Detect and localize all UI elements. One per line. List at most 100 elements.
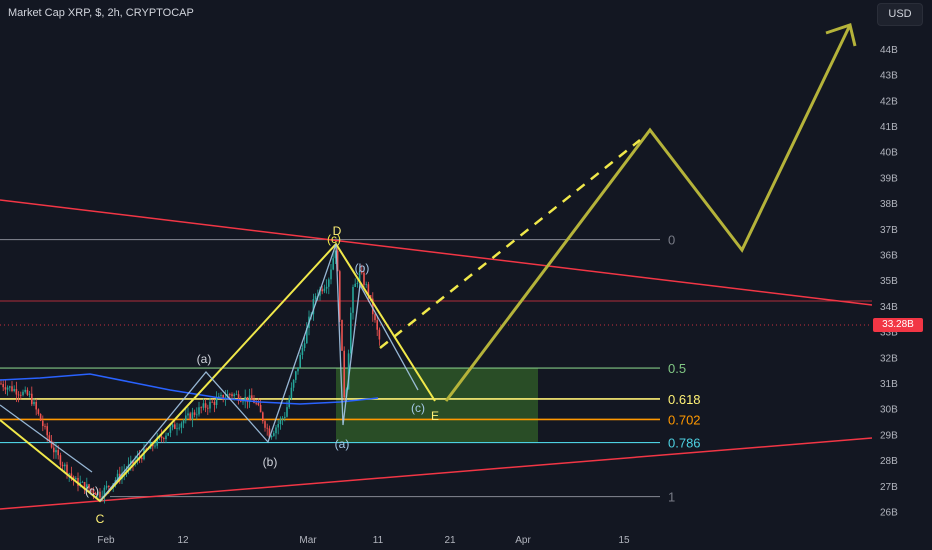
candle-body	[53, 447, 55, 453]
candle-body	[75, 478, 77, 480]
candle-body	[303, 343, 306, 348]
candle-body	[50, 440, 53, 448]
candle-body	[154, 445, 156, 447]
time-axis-tick: 11	[373, 535, 384, 546]
candle-body	[209, 401, 211, 409]
candle-body	[57, 450, 59, 456]
candle-body	[70, 473, 73, 477]
price-axis-tick: 27B	[880, 482, 898, 493]
candle-body	[167, 432, 169, 436]
candle-body	[46, 426, 48, 436]
candle-body	[24, 389, 26, 392]
price-axis[interactable]: 26B 27B 28B 29B 30B 31B 32B 33B 34B 35B 36B 37B 38B 3…	[872, 0, 932, 550]
price-axis-tick: 39B	[880, 173, 898, 184]
candle-body	[325, 286, 328, 289]
ascending-trendline	[0, 437, 873, 510]
candle-body	[266, 427, 268, 429]
candle-body	[350, 312, 352, 354]
price-axis-tick: 33B	[880, 328, 898, 339]
candle-body	[4, 387, 7, 390]
candle-body	[367, 284, 370, 296]
candle-body	[264, 421, 266, 428]
candle-body	[59, 455, 62, 465]
wave-label: (c)	[411, 401, 425, 415]
candle-body	[306, 328, 308, 344]
candle-body	[279, 419, 282, 425]
candle-body	[347, 353, 350, 390]
candle-body	[242, 401, 244, 403]
fib-label: 0.702	[668, 412, 701, 427]
time-axis-tick: 15	[618, 535, 630, 546]
candle-body	[90, 488, 92, 490]
candle-body	[145, 448, 147, 450]
candle-body	[343, 350, 345, 398]
candle-body	[83, 481, 86, 490]
fib-label: 0.618	[668, 392, 701, 407]
price-axis-tick: 42B	[880, 96, 898, 107]
candle-body	[20, 394, 22, 396]
candle-body	[301, 347, 304, 355]
candle-body	[105, 485, 108, 488]
pattern-point-label: C	[96, 512, 105, 526]
candle-body	[200, 407, 202, 409]
price-axis-tick: 41B	[880, 122, 898, 133]
candle-body	[125, 469, 128, 472]
candle-body	[48, 435, 51, 441]
candle-body	[180, 423, 183, 428]
candle-body	[215, 398, 218, 406]
candle-body	[363, 272, 365, 285]
candle-body	[246, 396, 249, 403]
candle-body	[13, 389, 15, 392]
currency-button[interactable]: USD	[877, 3, 923, 26]
wave-label: (c)	[85, 484, 99, 498]
candle-body	[339, 271, 341, 320]
fib-label: 0.786	[668, 436, 701, 451]
candle-body	[292, 379, 295, 388]
candle-body	[286, 407, 288, 417]
candle-body	[2, 384, 4, 388]
candle-body	[97, 491, 99, 496]
candle-body	[28, 393, 31, 395]
time-axis[interactable]: Feb 12 Mar 11 21 Apr 15	[0, 528, 872, 550]
candle-body	[352, 286, 354, 313]
candle-body	[321, 289, 323, 292]
candle-body	[68, 473, 70, 475]
price-axis-tick: 43B	[880, 71, 898, 82]
candle-body	[259, 405, 262, 413]
candle-body	[103, 487, 106, 497]
candle-body	[211, 401, 213, 403]
price-axis-tick: 37B	[880, 225, 898, 236]
candle-body	[257, 402, 260, 406]
candle-body	[341, 319, 343, 351]
candle-body	[284, 416, 286, 418]
time-axis-tick: 21	[444, 535, 456, 546]
candle-body	[88, 484, 90, 489]
candle-body	[174, 424, 176, 429]
candle-body	[132, 460, 134, 464]
candle-body	[198, 407, 200, 415]
candle-body	[328, 279, 330, 287]
candle-body	[275, 427, 277, 434]
candle-body	[336, 250, 339, 272]
price-axis-tick: 26B	[880, 508, 898, 519]
candle-body	[182, 420, 185, 424]
candle-body	[273, 433, 275, 436]
wave-label: (a)	[197, 352, 212, 366]
wave-label: (b)	[263, 455, 278, 469]
candle-body	[354, 283, 356, 287]
price-axis-tick: 28B	[880, 456, 898, 467]
candle-body	[255, 402, 257, 404]
candle-body	[156, 437, 158, 446]
price-axis-tick: 36B	[880, 251, 898, 262]
candle-body	[66, 464, 68, 475]
last-price-tag: 33.28B	[873, 318, 923, 332]
candle-body	[207, 407, 209, 409]
wave-line	[99, 243, 337, 502]
candle-body	[35, 401, 37, 410]
candle-body	[178, 427, 180, 429]
candle-body	[312, 299, 315, 315]
candle-body	[356, 283, 359, 284]
candle-body	[108, 485, 110, 487]
candle-body	[231, 394, 233, 397]
